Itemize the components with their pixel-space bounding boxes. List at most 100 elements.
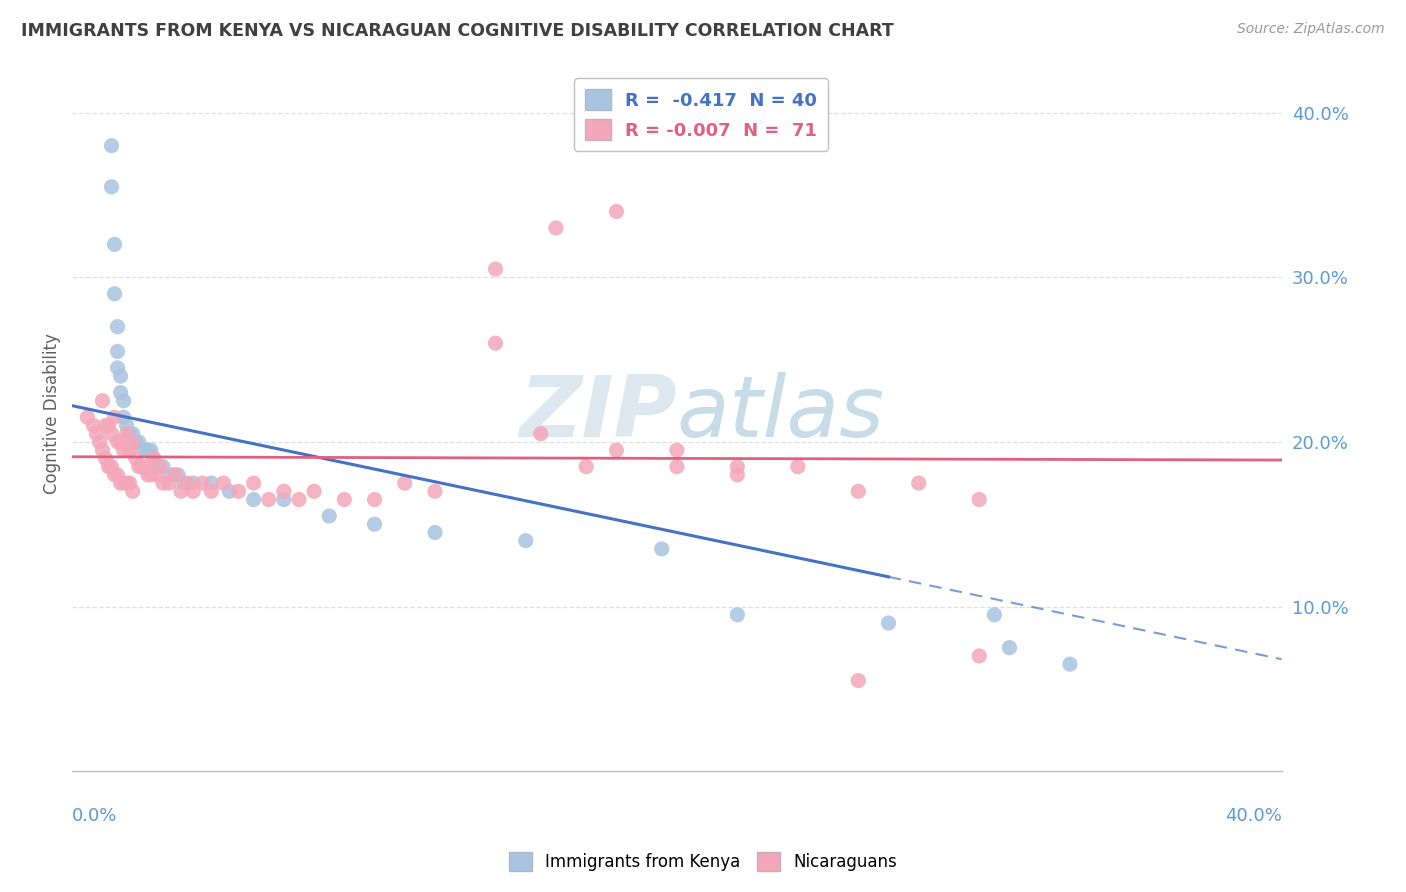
Point — [94, 451, 117, 466]
Point — [107, 467, 129, 482]
Point — [846, 673, 869, 688]
Point — [91, 393, 114, 408]
Point — [100, 459, 122, 474]
Point — [142, 451, 165, 466]
Point — [191, 476, 214, 491]
Point — [212, 476, 235, 491]
Point — [115, 426, 138, 441]
Point — [786, 459, 808, 474]
Point — [110, 434, 132, 449]
Point — [112, 393, 135, 408]
Point — [998, 640, 1021, 655]
Point — [136, 467, 159, 482]
Point — [121, 434, 143, 449]
Point — [100, 138, 122, 153]
Point — [515, 533, 537, 548]
Point — [725, 467, 748, 482]
Point — [146, 459, 169, 474]
Point — [118, 426, 141, 441]
Point — [142, 451, 165, 466]
Point — [110, 385, 132, 400]
Point — [846, 484, 869, 499]
Point — [107, 360, 129, 375]
Point — [983, 607, 1005, 622]
Point — [149, 459, 172, 474]
Point — [423, 484, 446, 499]
Text: IMMIGRANTS FROM KENYA VS NICARAGUAN COGNITIVE DISABILITY CORRELATION CHART: IMMIGRANTS FROM KENYA VS NICARAGUAN COGN… — [21, 22, 894, 40]
Point — [665, 459, 688, 474]
Y-axis label: Cognitive Disability: Cognitive Disability — [44, 333, 60, 493]
Text: 0.0%: 0.0% — [72, 807, 118, 825]
Point — [112, 443, 135, 458]
Point — [394, 476, 416, 491]
Point — [605, 204, 627, 219]
Point — [163, 467, 186, 482]
Point — [103, 237, 125, 252]
Point — [97, 418, 120, 433]
Point — [139, 443, 162, 458]
Point — [302, 484, 325, 499]
Point — [200, 476, 222, 491]
Point — [134, 443, 156, 458]
Point — [107, 344, 129, 359]
Point — [76, 410, 98, 425]
Point — [333, 492, 356, 507]
Point — [152, 476, 174, 491]
Point — [94, 418, 117, 433]
Text: 40.0%: 40.0% — [1225, 807, 1281, 825]
Point — [176, 476, 198, 491]
Point — [167, 467, 190, 482]
Point — [100, 179, 122, 194]
Point — [82, 418, 104, 433]
Point — [170, 484, 193, 499]
Point — [110, 369, 132, 384]
Point — [121, 426, 143, 441]
Point — [118, 443, 141, 458]
Point — [173, 476, 195, 491]
Point — [665, 443, 688, 458]
Point — [112, 410, 135, 425]
Point — [107, 319, 129, 334]
Text: atlas: atlas — [676, 372, 884, 455]
Point — [91, 443, 114, 458]
Point — [877, 615, 900, 630]
Point — [131, 459, 153, 474]
Legend: R =  -0.417  N = 40, R = -0.007  N =  71: R = -0.417 N = 40, R = -0.007 N = 71 — [575, 78, 828, 151]
Legend: Immigrants from Kenya, Nicaraguans: Immigrants from Kenya, Nicaraguans — [501, 843, 905, 880]
Point — [134, 459, 156, 474]
Point — [181, 476, 204, 491]
Point — [103, 467, 125, 482]
Point — [200, 484, 222, 499]
Point — [100, 426, 122, 441]
Point — [228, 484, 250, 499]
Point — [110, 476, 132, 491]
Point — [725, 607, 748, 622]
Point — [157, 476, 180, 491]
Point — [139, 467, 162, 482]
Text: Source: ZipAtlas.com: Source: ZipAtlas.com — [1237, 22, 1385, 37]
Point — [128, 434, 150, 449]
Point — [160, 467, 183, 482]
Point — [146, 467, 169, 482]
Point — [530, 426, 553, 441]
Point — [125, 434, 148, 449]
Point — [257, 492, 280, 507]
Point — [318, 508, 340, 523]
Point — [136, 443, 159, 458]
Point — [273, 492, 295, 507]
Point — [242, 476, 264, 491]
Point — [86, 426, 108, 441]
Point — [363, 492, 385, 507]
Point — [242, 492, 264, 507]
Point — [273, 484, 295, 499]
Point — [423, 525, 446, 540]
Point — [484, 262, 506, 277]
Point — [363, 517, 385, 532]
Point — [97, 459, 120, 474]
Point — [967, 648, 990, 663]
Point — [112, 476, 135, 491]
Point — [103, 286, 125, 301]
Point — [107, 434, 129, 449]
Point — [484, 336, 506, 351]
Point — [115, 476, 138, 491]
